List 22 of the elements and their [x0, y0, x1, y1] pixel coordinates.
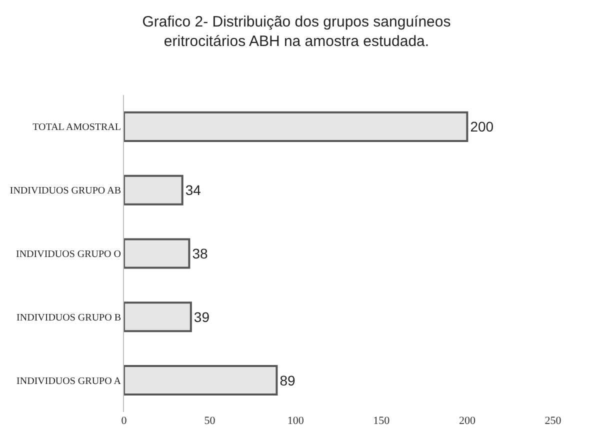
x-tick-label: 100: [287, 415, 304, 427]
data-label: 38: [192, 246, 208, 262]
data-label: 89: [280, 372, 296, 388]
y-tick-label: INDIVIDUOS GRUPO AB: [10, 186, 122, 197]
data-label: 200: [470, 118, 494, 135]
x-tick-label: 150: [373, 415, 390, 427]
data-label: 34: [185, 182, 202, 198]
x-tick-label: 200: [458, 415, 476, 427]
data-label: 39: [194, 308, 210, 325]
y-tick-label: INDIVIDUOS GRUPO B: [16, 312, 122, 324]
y-tick-label: INDIVIDUOS GRUPO O: [16, 249, 121, 260]
bar: [124, 302, 192, 332]
y-tick-label: INDIVIDUOS GRUPO A: [16, 376, 122, 387]
y-tick-label: TOTAL AMOSTRAL: [32, 122, 121, 134]
bar: [124, 174, 184, 206]
x-tick-label: 50: [204, 415, 216, 427]
chart-title: Grafico 2- Distribuição dos grupos sanguíneos eritrocitários ABH na amostra estudada.: [142, 14, 451, 50]
bar: [124, 365, 278, 396]
x-tick-label: 250: [544, 415, 562, 427]
x-tick-label: 0: [121, 415, 128, 427]
bar: [124, 238, 190, 269]
bar: [124, 111, 468, 142]
